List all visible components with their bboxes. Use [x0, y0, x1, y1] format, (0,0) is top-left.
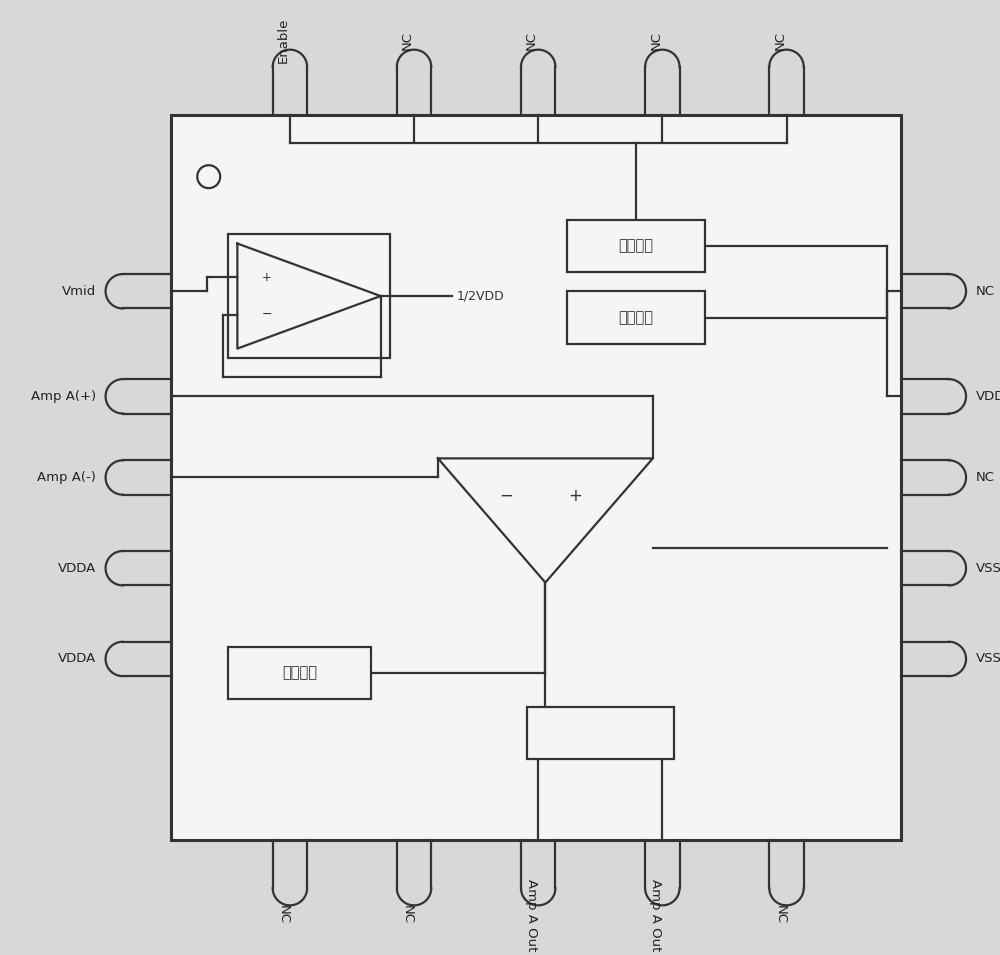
Text: VDDA: VDDA [58, 562, 96, 575]
Bar [527, 707, 674, 759]
Text: Enable: Enable [277, 17, 290, 63]
Text: Amp A Out: Amp A Out [649, 879, 662, 951]
Text: +: + [262, 271, 272, 284]
Bar [567, 291, 705, 344]
Text: Amp A(+): Amp A(+) [31, 390, 96, 403]
Text: 过温保护: 过温保护 [619, 239, 654, 253]
Text: VDDB: VDDB [976, 390, 1000, 403]
Text: NC: NC [774, 31, 786, 50]
Text: NC: NC [774, 905, 786, 924]
Text: Amp A(-): Amp A(-) [37, 471, 96, 484]
Text: VSSA: VSSA [976, 652, 1000, 666]
Text: NC: NC [525, 31, 538, 50]
Text: NC: NC [401, 31, 414, 50]
Text: +: + [569, 487, 582, 504]
Text: NC: NC [976, 471, 995, 484]
Text: NC: NC [649, 31, 662, 50]
Text: VDDA: VDDA [58, 652, 96, 666]
Text: VSSA: VSSA [976, 562, 1000, 575]
Bar [567, 220, 705, 272]
Text: Vmid: Vmid [62, 285, 96, 298]
Text: −: − [500, 487, 514, 504]
Text: NC: NC [401, 905, 414, 924]
Text: NC: NC [976, 285, 995, 298]
Text: NC: NC [277, 905, 290, 924]
Bar [228, 234, 390, 358]
Text: 欠压保护: 欠压保护 [619, 310, 654, 325]
Text: −: − [261, 308, 272, 321]
Bar [228, 647, 371, 699]
Text: 1/2VDD: 1/2VDD [457, 289, 505, 303]
Text: Amp A Out: Amp A Out [525, 879, 538, 951]
Bar [171, 115, 901, 840]
Text: 过流保护: 过流保护 [282, 666, 317, 680]
